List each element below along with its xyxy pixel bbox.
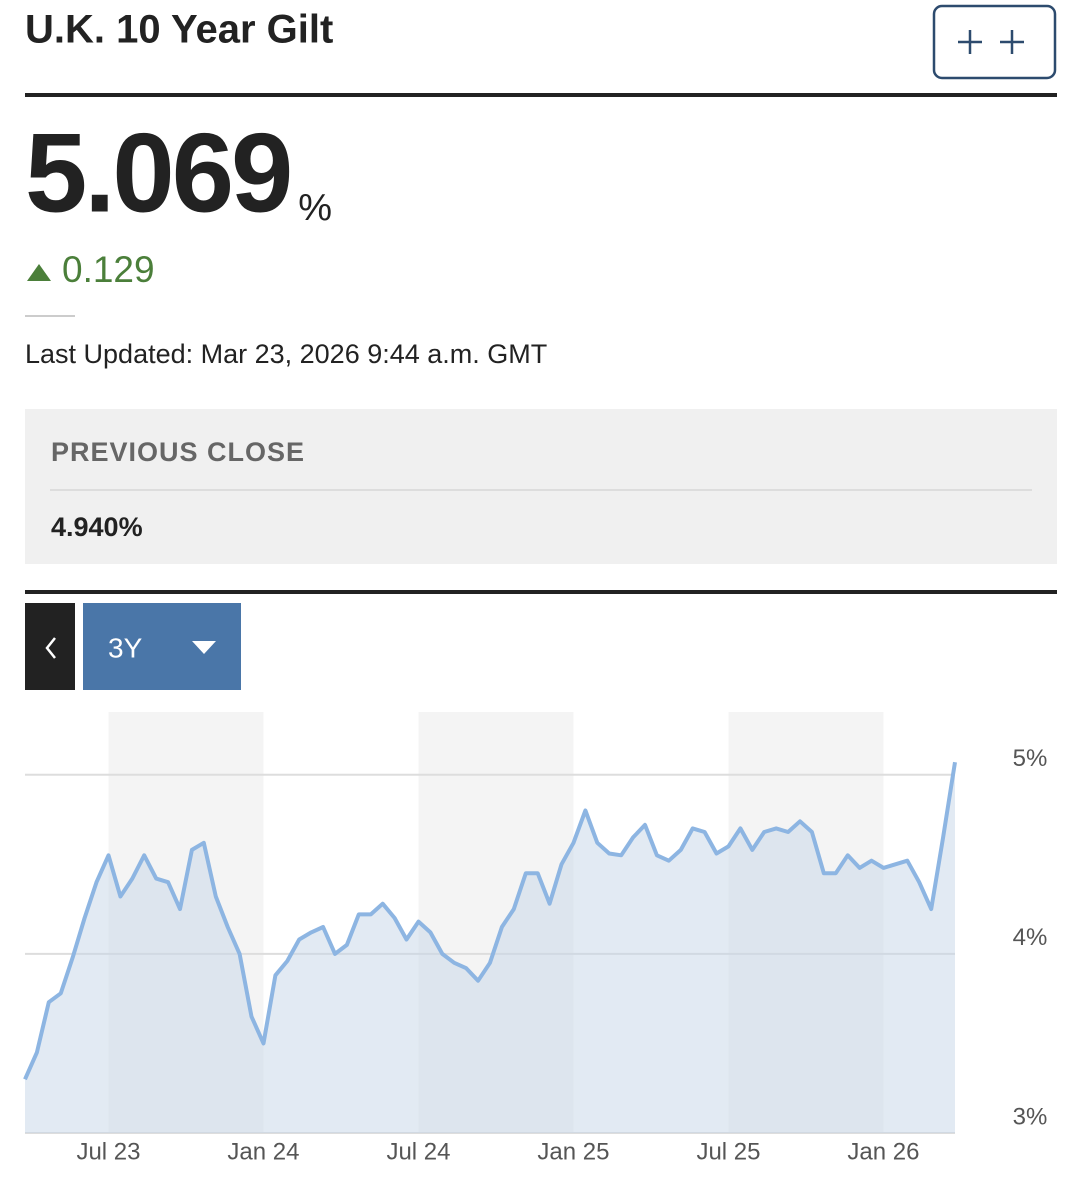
quote-value: 5.069 — [25, 111, 290, 236]
chevron-icon — [45, 637, 56, 659]
last-updated: Last Updated: Mar 23, 2026 9:44 a.m. GMT — [25, 339, 547, 369]
button-frame — [83, 603, 241, 690]
x-tick-label: Jan 26 — [847, 1138, 919, 1165]
range-dropdown[interactable]: 3Y — [83, 603, 241, 690]
quote-change: 0.129 — [62, 249, 155, 290]
previous-close-value: 4.940% — [51, 512, 143, 542]
chart: 3% 4% 5% Jul 23 Jan 24 Jul 24 Jan 25 Jul 25 Jan … — [23, 712, 1048, 1165]
x-tick-label: Jan 25 — [537, 1138, 609, 1165]
previous-close-panel — [25, 409, 1057, 564]
rule — [25, 590, 1057, 594]
title: U.K. 10 Year Gilt — [25, 8, 333, 52]
previous-close-label: PREVIOUS CLOSE — [51, 437, 305, 467]
x-tick-label: Jul 24 — [386, 1138, 450, 1165]
area-fill — [25, 762, 955, 1133]
quote-unit: % — [298, 187, 332, 229]
button-frame — [932, 4, 1057, 80]
add-to-watchlist-button[interactable] — [932, 4, 1057, 80]
line — [23, 761, 957, 1081]
y-tick-label: 4% — [1013, 924, 1048, 951]
x-tick-label: Jul 25 — [696, 1138, 760, 1165]
rule — [25, 93, 1057, 97]
x-tick-label: Jul 23 — [76, 1138, 140, 1165]
divider — [50, 489, 1032, 491]
button-frame — [25, 603, 75, 690]
range-label: 3Y — [108, 632, 143, 663]
up-arrow — [27, 264, 51, 281]
back-button[interactable] — [25, 603, 75, 690]
plus-icon — [958, 30, 1024, 54]
y-tick-label: 5% — [1013, 745, 1048, 772]
dropdown-icon — [192, 641, 216, 654]
x-tick-label: Jan 24 — [227, 1138, 299, 1165]
y-tick-label: 3% — [1013, 1103, 1048, 1130]
divider — [25, 315, 75, 317]
